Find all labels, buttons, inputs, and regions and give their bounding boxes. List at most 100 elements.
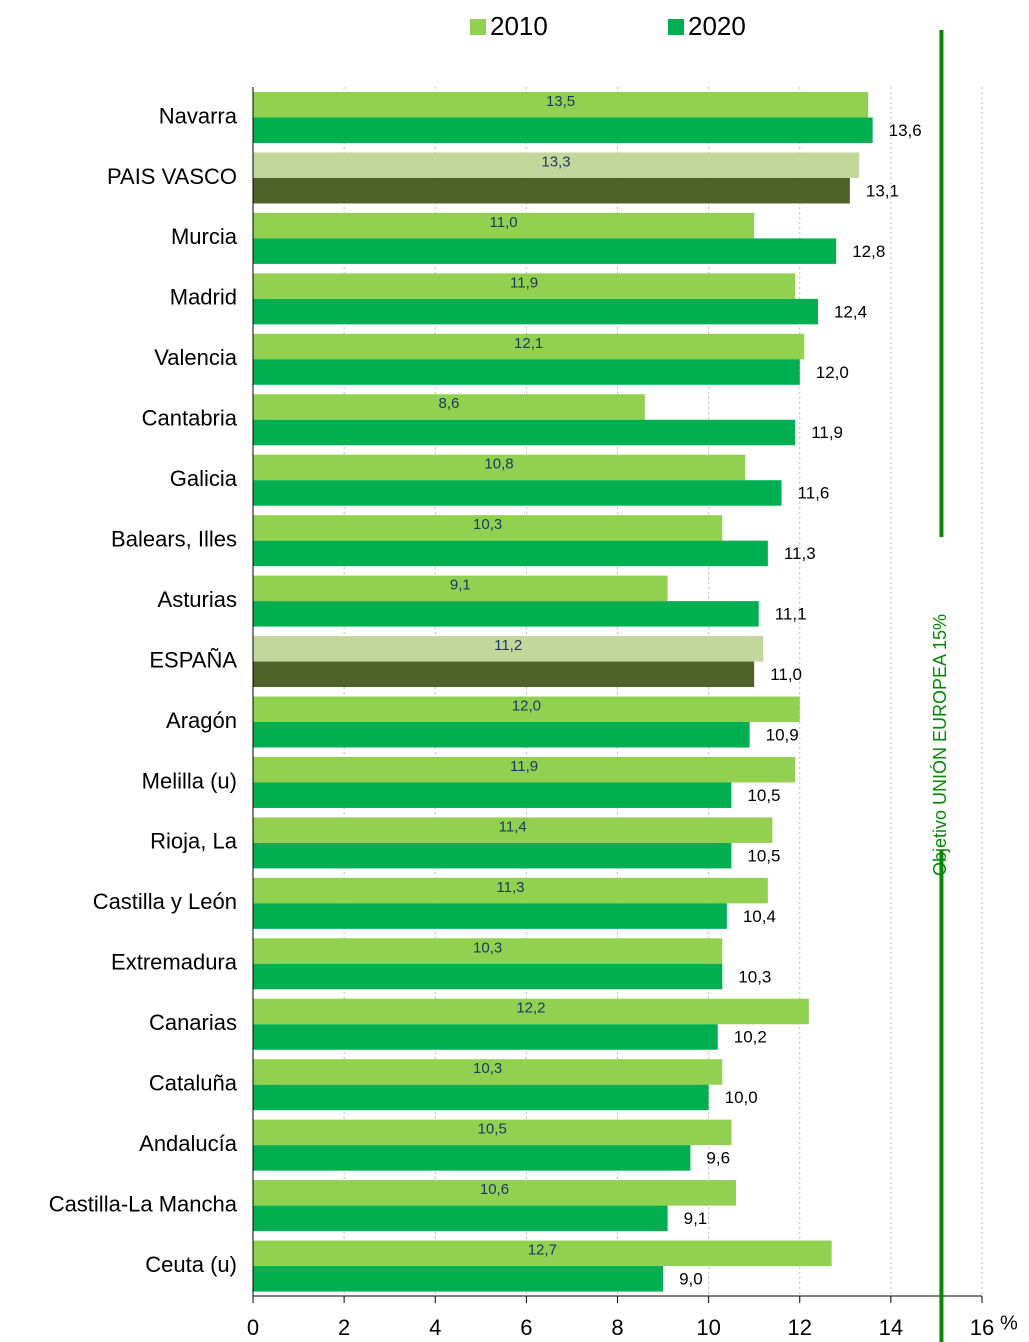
value-label: 11,9 [510,758,538,775]
category-label: Cantabria [142,406,238,431]
bar [253,238,837,264]
value-label: 13,5 [546,93,575,110]
target-label: Objetivo UNIÓN EUROPEA 15% [929,614,950,876]
value-label: 12,0 [512,697,541,714]
bar [253,938,723,964]
bar [253,575,668,602]
value-label: 11,0 [770,665,802,684]
bar [253,903,727,929]
value-label: 11,1 [775,605,807,624]
value-label: 12,0 [816,363,849,382]
value-label: 11,4 [499,818,527,835]
value-label: 12,8 [852,242,885,261]
category-label: Melilla (u) [142,768,237,793]
bar [253,515,723,541]
bar [253,1266,664,1292]
x-tick-label: 8 [611,1315,623,1340]
bar [253,661,755,688]
category-label: Canarias [149,1010,237,1035]
bar [253,117,873,143]
bar [253,298,818,325]
bar [253,1240,832,1267]
bar [253,756,796,783]
x-tick-label: 6 [520,1315,532,1340]
category-label: Valencia [154,345,238,370]
bar [253,1180,736,1206]
category-label: PAIS VASCO [107,164,237,189]
x-tick-label: 0 [247,1315,259,1340]
value-label: 10,4 [743,907,776,926]
bar [253,454,746,481]
category-label: Asturias [158,587,237,612]
value-label: 10,5 [747,846,780,865]
value-label: 10,8 [484,456,513,473]
bar [253,1205,668,1232]
category-label: Balears, Illes [111,526,237,551]
category-label: Ceuta (u) [145,1252,237,1277]
bar [253,212,755,239]
bar [253,1145,691,1171]
category-label: Murcia [171,224,238,249]
bar [253,273,796,299]
value-label: 10,3 [473,1060,502,1077]
bar [253,480,782,506]
x-tick-label: 4 [429,1315,441,1340]
value-label: 9,0 [679,1270,703,1289]
value-label: 10,3 [473,516,502,533]
bar [253,1024,718,1050]
value-label: 12,7 [528,1242,557,1259]
category-label: Navarra [159,103,238,128]
value-label: 13,3 [541,153,570,170]
legend-label: 2010 [490,11,548,41]
x-tick-label: 14 [879,1315,903,1340]
value-label: 10,5 [747,786,780,805]
value-label: 10,3 [738,967,771,986]
x-tick-label: 10 [696,1315,720,1340]
bar [253,782,732,808]
category-label: Cataluña [149,1071,238,1096]
value-label: 11,0 [490,214,518,231]
category-label: Madrid [170,285,237,310]
bar [253,177,850,204]
category-label: Andalucía [139,1131,238,1156]
bar [253,1059,723,1085]
value-label: 11,9 [510,274,538,291]
bar [253,817,773,843]
category-label: Aragón [166,708,237,733]
bar [253,722,750,748]
bar [253,419,796,446]
value-label: 10,9 [766,725,799,744]
value-label: 13,1 [866,181,899,200]
legend-label: 2020 [688,11,746,41]
value-label: 9,1 [450,577,471,594]
bar [253,333,805,360]
value-label: 12,4 [834,302,867,321]
category-label: Rioja, La [150,829,238,854]
category-label: Castilla-La Mancha [49,1191,238,1216]
bar [253,540,768,567]
bar [253,1119,732,1146]
value-label: 12,2 [516,1000,545,1017]
bar [253,601,759,627]
bar [253,394,645,420]
value-label: 11,9 [811,423,843,442]
bar [253,696,800,722]
bar [253,152,859,178]
value-label: 9,6 [706,1149,730,1168]
bar [253,92,869,118]
value-label: 9,1 [684,1209,708,1228]
bar [253,842,732,869]
value-label: 10,2 [734,1028,767,1047]
x-axis-label: % [1000,1312,1018,1334]
value-label: 10,3 [473,939,502,956]
x-tick-label: 12 [788,1315,812,1340]
category-label: Galicia [170,466,238,491]
value-label: 10,6 [480,1181,509,1198]
category-label: Extremadura [111,950,238,975]
bar [253,1084,709,1111]
bar [253,636,764,662]
x-tick-label: 16 [970,1315,994,1340]
bar [253,877,768,904]
value-label: 11,3 [496,879,524,896]
